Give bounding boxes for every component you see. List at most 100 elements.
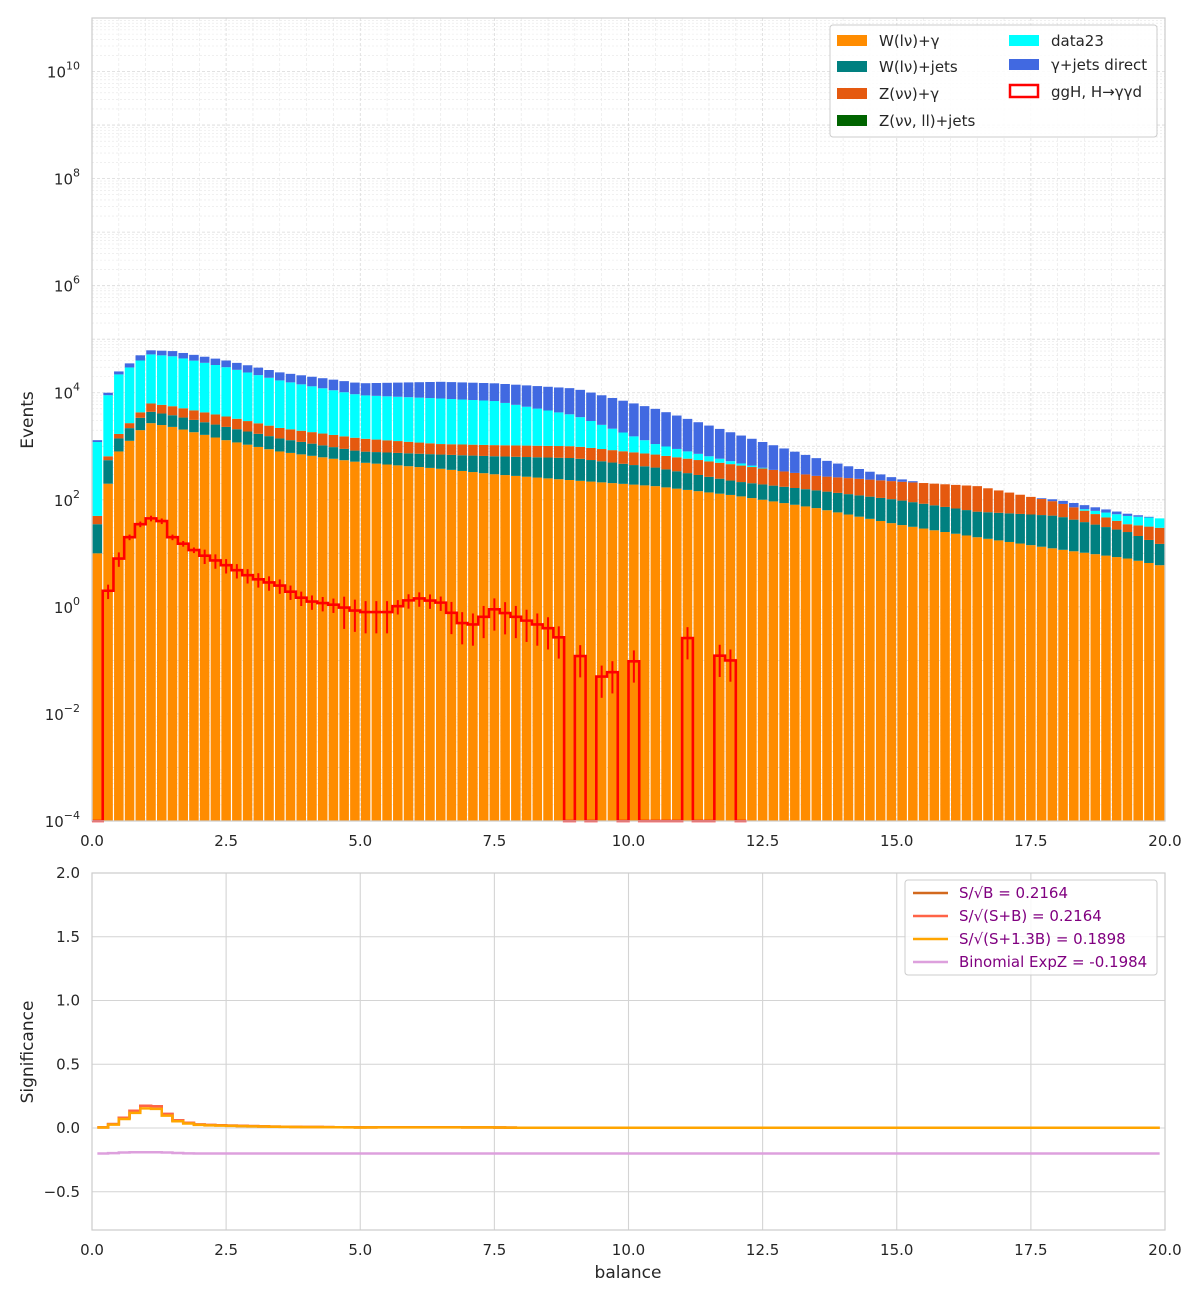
top-y-tick-label: 102 [54, 488, 80, 510]
bar-z-vv-gamma [543, 445, 553, 458]
bar-z-vv-gamma [210, 414, 221, 425]
bar-w-lv-jets [575, 458, 585, 481]
bar-data23 [382, 396, 392, 441]
legend-item-s-over-sqrt-b: S/√B = 0.2164 [913, 884, 1068, 902]
bar-z-vv-gamma [832, 477, 843, 493]
bar-w-lv-gamma [328, 458, 339, 821]
bottom-x-tick-label: 15.0 [880, 1241, 913, 1259]
bar-w-lv-gamma [983, 538, 993, 821]
bar-gamma-jets-direct [832, 463, 843, 478]
bar-w-lv-gamma [114, 451, 124, 821]
significance-lines [97, 1104, 1160, 1155]
bar-z-vv-gamma [1133, 525, 1143, 536]
bar-w-lv-gamma [124, 440, 135, 821]
bar-w-lv-gamma [800, 506, 811, 821]
bar-w-lv-gamma [210, 437, 221, 821]
bar-gamma-jets-direct [843, 466, 854, 479]
bar-z-vv-gamma [854, 478, 864, 496]
bar-w-lv-gamma [790, 504, 800, 821]
bar-w-lv-jets [360, 451, 371, 463]
bar-w-lv-jets [693, 474, 704, 492]
bar-w-lv-jets [779, 486, 789, 504]
top-y-tick-label: 10−4 [45, 809, 80, 831]
bar-w-lv-jets [232, 429, 242, 443]
bar-w-lv-gamma [993, 540, 1004, 821]
bar-z-vv-gamma [961, 485, 972, 511]
bar-w-lv-jets [1036, 515, 1047, 547]
bar-w-lv-gamma [704, 492, 714, 821]
bar-w-lv-gamma [650, 486, 661, 821]
legend-swatch-ggh-signal [1008, 83, 1040, 99]
bar-data23 [221, 367, 231, 417]
bar-z-vv-gamma [264, 425, 274, 437]
bar-data23 [393, 396, 403, 442]
legend-label-gamma-jets-direct: γ+jets direct [1051, 56, 1147, 74]
bar-gamma-jets-direct [618, 400, 628, 433]
bar-gamma-jets-direct [822, 460, 832, 477]
bar-z-vv-gamma [146, 403, 156, 412]
bar-w-lv-jets [929, 505, 940, 531]
bar-gamma-jets-direct [350, 382, 360, 395]
bar-data23 [736, 463, 746, 466]
bar-w-lv-jets [339, 448, 349, 461]
top-x-tick-label: 15.0 [880, 832, 913, 850]
bar-w-lv-gamma [446, 469, 457, 821]
bar-z-vv-gamma [425, 443, 435, 455]
bar-z-vv-gamma [639, 453, 650, 467]
legend-label-z-vv-ll-jets: Z(νν, ll)+jets [879, 112, 975, 130]
bar-gamma-jets-direct [1090, 507, 1101, 511]
bar-w-lv-gamma [1122, 558, 1133, 821]
bar-gamma-jets-direct [875, 474, 886, 481]
top-legend: W(lν)+γ W(lν)+jets Z(νν)+γ Z(νν, ll)+jet… [829, 24, 1158, 138]
bar-gamma-jets-direct [382, 382, 392, 397]
bar-w-lv-gamma [425, 467, 435, 821]
bar-z-vv-gamma [414, 442, 425, 454]
bar-z-vv-gamma [1101, 517, 1111, 528]
bar-w-lv-gamma [1144, 562, 1154, 821]
bar-w-lv-jets [607, 462, 618, 484]
bar-w-lv-jets [875, 497, 886, 521]
bar-w-lv-gamma [865, 518, 875, 821]
bar-gamma-jets-direct [500, 383, 510, 403]
bar-w-lv-gamma [875, 520, 886, 821]
bar-w-lv-jets [124, 428, 135, 441]
bar-gamma-jets-direct [1069, 503, 1079, 508]
bar-w-lv-gamma [1111, 557, 1122, 821]
legend-swatch-w-lv-gamma [837, 35, 867, 46]
bar-data23 [435, 398, 446, 445]
bar-gamma-jets-direct [1101, 509, 1111, 513]
bar-w-lv-jets [275, 438, 285, 452]
bar-w-lv-jets [886, 499, 897, 524]
bar-gamma-jets-direct [457, 382, 467, 400]
bar-z-vv-gamma [242, 421, 253, 432]
bottom-x-tick-label: 0.0 [80, 1241, 104, 1259]
bottom-legend: S/√B = 0.2164 S/√(S+B) = 0.2164 S/√(S+1.… [904, 879, 1158, 976]
binomial-expz-line [97, 1150, 1160, 1155]
bar-w-lv-jets [725, 480, 736, 495]
bar-w-lv-jets [167, 415, 178, 427]
bar-w-lv-gamma [393, 465, 403, 821]
bar-data23 [564, 414, 575, 447]
bar-w-lv-jets [629, 465, 639, 485]
bar-z-vv-gamma [1015, 494, 1025, 514]
bar-data23 [232, 369, 242, 419]
bar-w-lv-jets [811, 490, 822, 509]
bar-w-lv-gamma [639, 485, 650, 821]
bar-z-vv-gamma [768, 469, 779, 486]
bar-data23 [1154, 518, 1165, 528]
bar-z-vv-gamma [156, 404, 167, 414]
bar-w-lv-gamma [468, 472, 478, 821]
bar-z-vv-gamma [596, 449, 607, 462]
bar-gamma-jets-direct [92, 440, 103, 443]
bar-w-lv-jets [1122, 532, 1133, 559]
bar-z-vv-gamma [607, 450, 618, 463]
bar-w-lv-jets [961, 510, 972, 536]
bottom-panel: 0.0 2.5 5.0 7.5 10.0 12.5 15.0 17.5 20.0 −0.5 0.0… [18, 864, 1182, 1283]
bar-data23 [650, 444, 661, 455]
bar-z-vv-gamma [897, 481, 907, 501]
bar-gamma-jets-direct [253, 367, 264, 376]
bar-w-lv-jets [135, 417, 146, 431]
bar-w-lv-gamma [832, 512, 843, 821]
bar-data23 [553, 412, 564, 447]
bar-gamma-jets-direct [725, 432, 736, 462]
